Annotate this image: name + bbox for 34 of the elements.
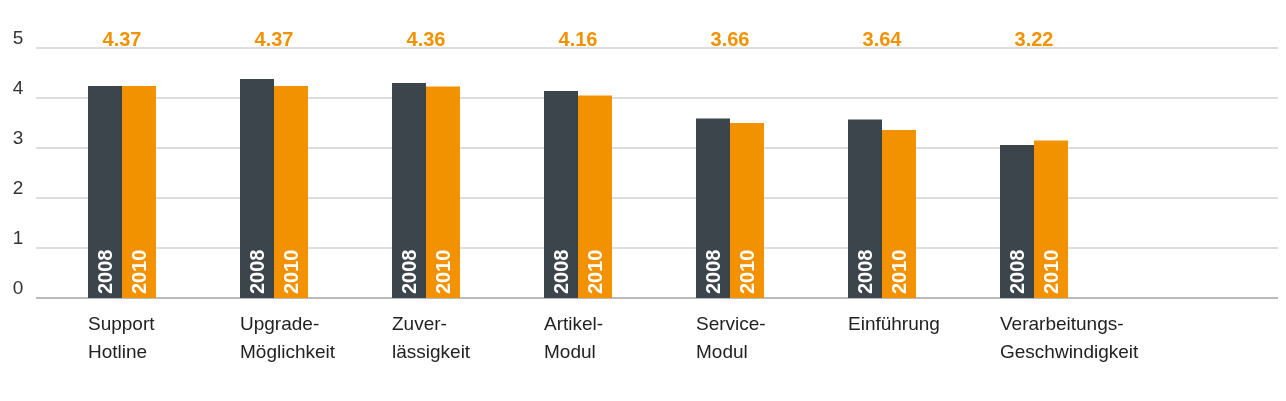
- text: 2010: [584, 249, 606, 294]
- x-tick-label: Upgrade- Möglichkeit: [240, 313, 336, 362]
- y-tick-label: 5: [12, 27, 24, 48]
- text: 2010: [736, 249, 758, 294]
- annotation: 3.66: [710, 28, 750, 50]
- text: 2010: [888, 249, 910, 294]
- annotation: 4.16: [558, 28, 598, 50]
- annotation: 3.22: [1014, 28, 1054, 50]
- text: 2010: [280, 249, 302, 294]
- y-tick-label: 1: [12, 227, 24, 248]
- annotation: 3.64: [862, 28, 903, 50]
- annotation: 4.37: [102, 28, 142, 50]
- y-tick-label: 3: [12, 127, 24, 148]
- y-tick-label: 0: [12, 277, 24, 298]
- series-label: 2008: [94, 249, 116, 294]
- x-tick-label: Verarbeitungs- Geschwindigkeit: [1000, 313, 1140, 362]
- text: 2010: [432, 249, 454, 294]
- text: 2008: [1006, 249, 1028, 294]
- text: 2008: [398, 249, 420, 294]
- text: 2008: [702, 249, 724, 294]
- series-label: 2010: [128, 249, 150, 294]
- text: 2010: [1040, 249, 1062, 294]
- x-tick-label: Support Hotline: [88, 313, 156, 362]
- text: 2008: [246, 249, 268, 294]
- annotation: 4.36: [406, 28, 446, 50]
- x-tick-label: Service- Modul: [696, 313, 766, 362]
- text: 2008: [550, 249, 572, 294]
- y-tick-label: 2: [12, 177, 24, 198]
- x-tick-label: Einführung: [848, 313, 940, 334]
- x-tick-label: Zuver- lässigkeit: [392, 313, 471, 362]
- annotation: 4.37: [254, 28, 294, 50]
- y-tick-label: 4: [12, 77, 24, 98]
- text: 2008: [854, 249, 876, 294]
- x-tick-label: Artikel- Modul: [544, 313, 604, 362]
